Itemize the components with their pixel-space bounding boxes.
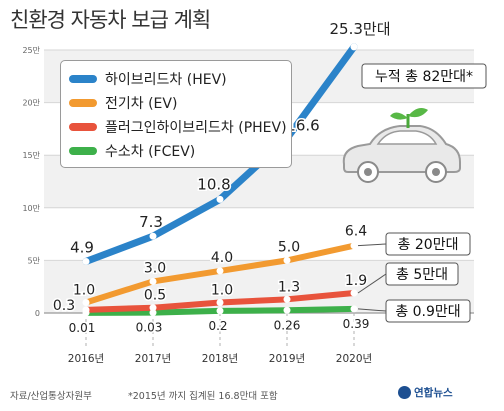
- legend-swatch: [69, 147, 97, 155]
- data-label: 1.9: [345, 273, 367, 289]
- legend-item: 전기차 (EV): [69, 91, 291, 115]
- data-label: 1.3: [278, 279, 300, 295]
- data-label: 4.0: [211, 250, 233, 266]
- data-point: [82, 306, 90, 314]
- callout-leader: [357, 243, 387, 247]
- x-tick-label: 2018년: [202, 353, 238, 365]
- data-point: [283, 306, 291, 314]
- callout-leader: [357, 308, 387, 312]
- legend-label: 하이브리드차 (HEV): [105, 72, 227, 88]
- total-box: [385, 299, 471, 323]
- data-label: 0.01: [69, 321, 96, 335]
- data-label: 0.26: [274, 318, 301, 332]
- car-sprout-icon: [342, 108, 461, 183]
- data-point: [216, 267, 224, 275]
- data-label: 5.0: [278, 239, 300, 255]
- data-point: [149, 304, 157, 312]
- data-point: [149, 277, 157, 285]
- legend-swatch: [69, 123, 97, 131]
- data-label: 0.2: [208, 319, 227, 333]
- total-label: 총 5만대: [396, 267, 448, 283]
- legend-label: 수소차 (FCEV): [105, 144, 196, 160]
- data-point: [216, 195, 224, 203]
- data-point: [350, 43, 358, 51]
- data-point: [149, 232, 157, 240]
- y-tick-label: 5만: [28, 256, 41, 265]
- legend-label: 플러그인하이브리드차 (PHEV): [105, 120, 287, 136]
- y-tick-label: 20만: [22, 99, 40, 108]
- data-point: [350, 305, 358, 313]
- data-point: [350, 242, 358, 250]
- x-tick-label: 2016년: [68, 353, 104, 365]
- total-label: 총 0.9만대: [395, 304, 460, 320]
- data-label: 25.3만대: [330, 20, 391, 38]
- data-label: 10.8: [197, 175, 230, 193]
- data-label: 7.3: [139, 213, 163, 231]
- data-point: [216, 298, 224, 306]
- total-label: 누적 총 82만대*: [375, 69, 473, 85]
- y-tick-label: 25만: [22, 46, 40, 55]
- footnote-text: *2015년 까지 집계된 16.8만대 포함: [128, 391, 278, 402]
- logo-text: 연합뉴스: [414, 387, 453, 399]
- data-label: 1.0: [211, 282, 233, 298]
- data-label: 0.39: [343, 317, 370, 331]
- x-tick-label: 2020년: [336, 353, 372, 365]
- data-point: [82, 257, 90, 265]
- total-box: [385, 232, 471, 256]
- data-point: [283, 256, 291, 264]
- data-point: [82, 298, 90, 306]
- legend-item: 플러그인하이브리드차 (PHEV): [69, 115, 291, 139]
- data-point: [283, 295, 291, 303]
- data-point: [216, 307, 224, 315]
- y-tick-label: 15만: [22, 151, 40, 160]
- data-label: 4.9: [70, 238, 94, 256]
- legend-swatch: [69, 75, 97, 83]
- legend-label: 전기차 (EV): [105, 96, 178, 112]
- x-tick-label: 2017년: [135, 353, 171, 365]
- total-label: 총 20만대: [398, 237, 459, 253]
- source-text: 자료/산업통상자원부: [10, 391, 92, 402]
- total-box: [361, 63, 487, 89]
- y-tick-label: 10만: [22, 204, 40, 213]
- legend-item: 하이브리드차 (HEV): [69, 67, 291, 91]
- legend: 하이브리드차 (HEV) 전기차 (EV) 플러그인하이브리드차 (PHEV) 수소차…: [60, 60, 292, 168]
- y-tick-label: 0: [35, 309, 40, 318]
- data-label: 0.5: [144, 288, 166, 304]
- yonhap-logo: 연합뉴스: [398, 385, 453, 400]
- data-point: [350, 289, 358, 297]
- data-label: 16.6: [286, 116, 319, 134]
- yonhap-logo-icon: [398, 386, 411, 399]
- chart-title: 친환경 자동차 보급 계획: [10, 8, 211, 32]
- x-tick-label: 2019년: [269, 353, 305, 365]
- legend-swatch: [69, 99, 97, 107]
- callout-leader: [357, 273, 387, 294]
- total-box: [385, 262, 459, 286]
- data-label: 0.3: [53, 298, 75, 314]
- data-label: 3.0: [144, 260, 166, 276]
- legend-item: 수소차 (FCEV): [69, 139, 291, 163]
- data-label: 1.0: [73, 282, 95, 298]
- data-label: 6.4: [345, 224, 367, 240]
- data-label: 0.03: [136, 321, 163, 335]
